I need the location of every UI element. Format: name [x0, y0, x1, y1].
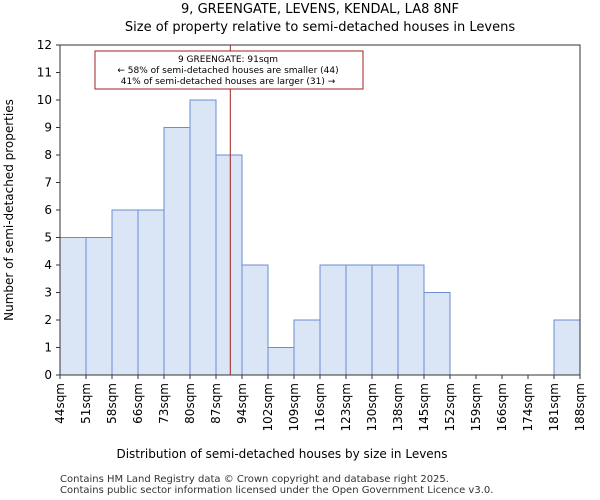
y-tick-label: 2 [44, 313, 52, 327]
bar-138sqm [397, 264, 425, 376]
y-tick-label: 8 [44, 148, 52, 162]
plot-frame [59, 44, 581, 376]
x-tick-label: 58sqm [105, 383, 119, 424]
bar-181sqm [553, 319, 581, 376]
x-tick-label: 188sqm [573, 383, 587, 431]
annotation-box: 9 GREENGATE: 91sqm ← 58% of semi-detache… [94, 50, 364, 90]
x-tick-label: 174sqm [521, 383, 535, 431]
annotation-label: 9 GREENGATE: 91sqm [178, 55, 278, 65]
x-tick-label: 123sqm [339, 383, 353, 431]
y-tick-label: 5 [44, 231, 52, 245]
y-tick-label: 0 [44, 368, 52, 382]
bar-116sqm [319, 264, 347, 376]
bar-51sqm [85, 237, 113, 376]
bar-94sqm [241, 264, 269, 376]
x-tick-label: 152sqm [443, 383, 457, 431]
annotation-smaller: ← 58% of semi-detached houses are smalle… [117, 66, 338, 76]
x-axis-label: Distribution of semi-detached houses by … [116, 447, 447, 461]
chart-subtitle: Size of property relative to semi-detach… [125, 20, 515, 35]
bar-102sqm [267, 347, 295, 376]
chart: 9, GREENGATE, LEVENS, KENDAL, LA8 8NF Si… [2, 2, 587, 461]
x-tick-label: 94sqm [235, 383, 249, 424]
bar-87sqm [215, 154, 243, 376]
y-tick-label: 9 [44, 121, 52, 135]
y-axis-label: Number of semi-detached properties [2, 99, 16, 321]
footer-copyright: Contains HM Land Registry data © Crown c… [60, 474, 449, 485]
bar-73sqm [163, 127, 191, 376]
bar-66sqm [137, 209, 165, 376]
x-tick-label: 87sqm [209, 383, 223, 424]
bar-130sqm [371, 264, 399, 376]
chart-title: 9, GREENGATE, LEVENS, KENDAL, LA8 8NF [181, 2, 459, 17]
x-tick-label: 145sqm [417, 383, 431, 431]
bar-123sqm [345, 264, 373, 376]
bar-145sqm [423, 292, 451, 376]
bar-80sqm [189, 99, 217, 376]
x-tick-label: 44sqm [53, 383, 67, 424]
y-tick-label: 4 [44, 258, 52, 272]
bar-44sqm [59, 237, 87, 376]
x-tick-label: 181sqm [547, 383, 561, 431]
y-tick-label: 7 [44, 176, 52, 190]
x-tick-label: 116sqm [313, 383, 327, 431]
y-tick-label: 11 [37, 66, 52, 80]
annotation-border [94, 50, 364, 90]
y-tick-label: 6 [44, 203, 52, 217]
footer-licence: Contains public sector information licen… [60, 485, 494, 496]
x-tick-label: 51sqm [79, 383, 93, 424]
x-tick-label: 159sqm [469, 383, 483, 431]
y-tick-label: 3 [44, 286, 52, 300]
x-tick-label: 109sqm [287, 383, 301, 431]
x-tick-label: 138sqm [391, 383, 405, 431]
y-tick-label: 12 [37, 38, 52, 52]
bar-109sqm [293, 319, 321, 376]
x-tick-label: 102sqm [261, 383, 275, 431]
annotation-larger: 41% of semi-detached houses are larger (… [121, 77, 336, 87]
x-tick-label: 66sqm [131, 383, 145, 424]
bars-group [59, 99, 581, 376]
x-tick-label: 166sqm [495, 383, 509, 431]
y-tick-label: 1 [44, 341, 52, 355]
y-tick-label: 10 [37, 93, 52, 107]
x-tick-label: 80sqm [183, 383, 197, 424]
bar-58sqm [111, 209, 139, 376]
x-tick-label: 73sqm [157, 383, 171, 424]
x-tick-label: 130sqm [365, 383, 379, 431]
x-axis: 44sqm 51sqm 58sqm 66sqm 73sqm 80sqm 87sqm 94sqm… [53, 375, 587, 431]
